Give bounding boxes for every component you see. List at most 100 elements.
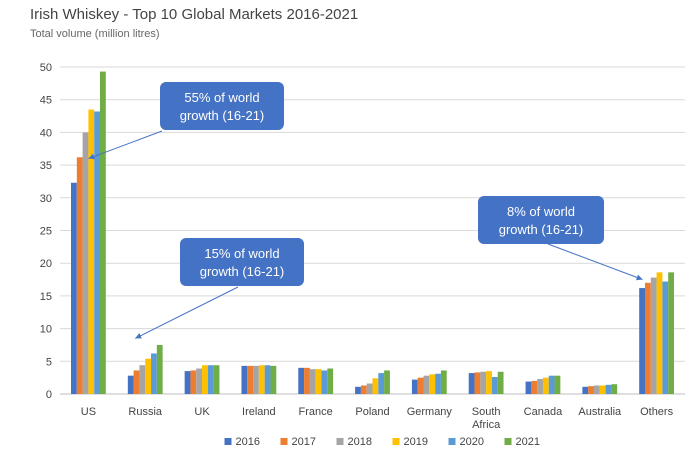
bar <box>525 381 532 394</box>
bar <box>100 71 106 394</box>
bar <box>71 182 77 394</box>
x-tick-label: Russia <box>128 406 163 418</box>
bar <box>247 365 254 394</box>
annotation-arrow <box>547 243 643 281</box>
annotation-arrow <box>88 130 163 160</box>
legend-swatch <box>504 438 512 445</box>
y-tick-label: 5 <box>46 356 52 368</box>
bar <box>241 365 248 394</box>
bar <box>133 370 140 394</box>
bar <box>468 373 475 394</box>
x-tick-label: Australia <box>578 406 622 418</box>
legend-label: 2016 <box>236 436 260 448</box>
bar <box>662 281 669 394</box>
bar <box>531 380 538 394</box>
bar <box>304 367 310 394</box>
bar <box>196 368 203 394</box>
chart-title: Irish Whiskey - Top 10 Global Markets 20… <box>30 6 359 23</box>
y-axis: 0 5 10 15 20 25 30 35 40 45 50 <box>40 62 52 401</box>
x-axis: US Russia UK Ireland France Poland Germany Sout… <box>81 406 674 431</box>
bar <box>253 365 259 394</box>
y-tick-label: 50 <box>40 62 52 74</box>
bar <box>554 375 561 394</box>
bar <box>650 277 657 394</box>
annotation-text: growth (16-21) <box>200 264 285 279</box>
annotation-box <box>160 82 284 130</box>
y-tick-label: 15 <box>40 291 52 303</box>
bar <box>139 365 146 394</box>
bar <box>145 358 152 394</box>
legend-swatch <box>448 438 456 445</box>
legend-item: 2016 <box>224 436 260 448</box>
legend-item: 2020 <box>448 436 484 448</box>
bar <box>542 377 549 394</box>
annotations: 55% of world growth (16-21) 15% of world gr… <box>88 82 643 339</box>
bar <box>88 109 95 394</box>
bar <box>668 272 674 394</box>
bar <box>435 373 441 394</box>
legend-item: 2018 <box>336 436 372 448</box>
bar <box>656 272 663 394</box>
legend-item: 2019 <box>392 436 428 448</box>
legend-swatch <box>392 438 400 445</box>
legend-label: 2017 <box>292 436 316 448</box>
x-tick-label: Poland <box>355 406 389 418</box>
legend-item: 2017 <box>280 436 316 448</box>
chart-subtitle: Total volume (million litres) <box>30 28 160 40</box>
annotation-text: growth (16-21) <box>499 222 584 237</box>
bars <box>71 71 674 395</box>
y-tick-label: 45 <box>40 95 52 107</box>
legend-item: 2021 <box>504 436 540 448</box>
bar <box>491 376 498 394</box>
bar <box>213 365 220 394</box>
legend: 2016 2017 2018 2019 2020 2021 <box>224 436 540 448</box>
bar <box>440 370 447 394</box>
bar <box>588 386 594 394</box>
annotation-text: growth (16-21) <box>180 108 265 123</box>
bar <box>480 371 487 394</box>
x-tick-label: France <box>299 406 333 418</box>
bar <box>372 378 379 394</box>
bar <box>429 374 436 394</box>
bar <box>82 132 89 394</box>
x-tick-label: South Africa <box>472 406 501 431</box>
bar <box>474 372 481 394</box>
bar <box>190 370 197 394</box>
legend-label: 2020 <box>460 436 484 448</box>
y-tick-label: 40 <box>40 127 52 139</box>
legend-label: 2019 <box>404 436 428 448</box>
x-tick-label: UK <box>194 406 210 418</box>
bar <box>423 375 430 394</box>
bar <box>548 375 555 394</box>
y-tick-label: 10 <box>40 324 52 336</box>
bar <box>599 385 606 394</box>
y-tick-label: 25 <box>40 226 52 238</box>
bar <box>486 371 492 394</box>
annotation-box <box>478 196 604 244</box>
y-tick-label: 0 <box>46 389 52 401</box>
bar <box>582 386 589 394</box>
annotation-text: 55% of world <box>184 90 259 105</box>
legend-swatch <box>280 438 288 445</box>
bar <box>366 383 373 394</box>
bar <box>355 386 361 394</box>
bar <box>411 379 418 394</box>
bar <box>94 111 101 395</box>
bar <box>76 157 83 394</box>
bar <box>639 288 645 394</box>
bar <box>593 385 600 394</box>
annotation-box <box>180 238 304 286</box>
bar <box>497 371 504 394</box>
bar <box>360 385 367 394</box>
legend-label: 2018 <box>348 436 372 448</box>
bar <box>417 377 424 394</box>
bar <box>258 365 265 394</box>
x-tick-label: Germany <box>407 406 453 418</box>
bar <box>537 378 543 394</box>
legend-swatch <box>224 438 232 445</box>
annotation-arrow <box>135 286 239 339</box>
y-tick-label: 35 <box>40 160 52 172</box>
bar <box>156 344 163 394</box>
bar <box>327 368 334 394</box>
